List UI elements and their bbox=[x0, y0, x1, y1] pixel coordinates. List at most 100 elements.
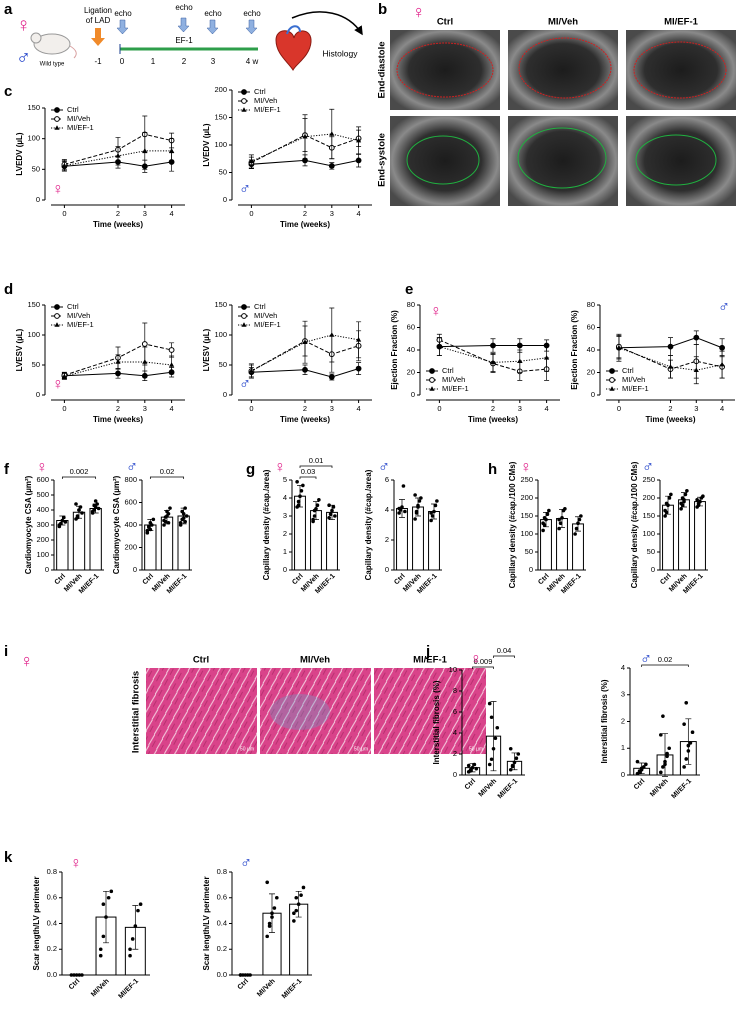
data-point bbox=[542, 516, 547, 520]
data-point bbox=[487, 762, 492, 767]
marker bbox=[490, 359, 496, 365]
marker bbox=[248, 158, 254, 164]
y-tick-label: 0 bbox=[621, 770, 625, 779]
marker bbox=[115, 370, 121, 377]
y-tick-label: 50 bbox=[32, 164, 40, 173]
y-tick-label: 400 bbox=[124, 520, 137, 529]
significance-bracket bbox=[472, 666, 494, 669]
panel-letter: k bbox=[4, 849, 13, 866]
marker bbox=[168, 347, 175, 353]
series-line bbox=[439, 345, 547, 348]
panel-letter: g bbox=[246, 461, 255, 478]
marker bbox=[667, 364, 674, 369]
x-tick-label: MI/EF-1 bbox=[118, 978, 141, 1001]
y-axis-label: Scar length/LV perimeter bbox=[32, 876, 41, 970]
y-tick-label: 0.4 bbox=[47, 918, 57, 927]
data-point bbox=[679, 501, 683, 506]
y-axis-label: LVESV (µL) bbox=[202, 328, 211, 371]
data-point bbox=[690, 730, 695, 734]
data-point bbox=[663, 508, 667, 513]
mouse-label: Wild type bbox=[40, 62, 65, 68]
data-point bbox=[541, 528, 545, 533]
y-tick-label: 200 bbox=[642, 493, 655, 502]
error-bar bbox=[269, 893, 275, 933]
ligation-label: of LAD bbox=[86, 16, 111, 25]
error-bar bbox=[59, 515, 66, 526]
y-tick-label: 4 bbox=[621, 663, 625, 672]
series-line bbox=[64, 361, 172, 377]
column-label: MI/Veh bbox=[548, 17, 578, 28]
data-point bbox=[327, 516, 331, 520]
error-bar bbox=[164, 510, 170, 525]
data-point bbox=[93, 499, 98, 503]
y-tick-label: 0 bbox=[223, 195, 227, 204]
mouse-head bbox=[30, 32, 42, 44]
data-point bbox=[397, 511, 401, 515]
data-point bbox=[688, 741, 693, 745]
data-point bbox=[90, 509, 95, 514]
legend-label: MI/EF-1 bbox=[442, 384, 469, 393]
female-symbol: ♀ bbox=[412, 2, 426, 22]
x-axis-label: Time (weeks) bbox=[468, 415, 518, 424]
data-point bbox=[128, 953, 132, 958]
data-point bbox=[489, 715, 494, 720]
p-value: 0.01 bbox=[309, 456, 324, 465]
data-point bbox=[495, 725, 500, 730]
x-tick-label: MI/EF-1 bbox=[281, 978, 304, 1001]
marker bbox=[356, 337, 362, 342]
y-tick-label: 200 bbox=[520, 493, 533, 502]
y-tick-label: 200 bbox=[214, 85, 227, 94]
legend-marker bbox=[54, 107, 60, 113]
data-point bbox=[665, 754, 669, 759]
series-line bbox=[64, 161, 172, 167]
data-point bbox=[162, 518, 166, 523]
y-tick-label: 100 bbox=[214, 140, 227, 149]
y-tick-label: 3 bbox=[283, 511, 287, 520]
bar bbox=[540, 519, 552, 571]
y-tick-label: 0 bbox=[283, 565, 287, 574]
y-tick-label: 20 bbox=[407, 367, 415, 376]
error-bar bbox=[313, 501, 319, 520]
data-point bbox=[180, 509, 184, 514]
sex-symbol: ♂ bbox=[640, 651, 652, 668]
marker bbox=[516, 342, 523, 349]
y-tick-label: 2 bbox=[621, 716, 625, 725]
y-tick-label: 50 bbox=[32, 360, 40, 369]
legend-marker bbox=[241, 98, 247, 104]
x-tick-label: 2 bbox=[116, 209, 120, 218]
data-point bbox=[315, 503, 320, 508]
x-tick-label: 4 bbox=[170, 404, 174, 413]
marker bbox=[693, 334, 700, 341]
error-bar bbox=[543, 512, 549, 528]
heart-icon bbox=[275, 30, 312, 72]
y-tick-label: 150 bbox=[214, 300, 227, 309]
y-tick-label: 0.6 bbox=[217, 893, 227, 902]
significance-bracket bbox=[61, 476, 97, 479]
echo-image bbox=[508, 30, 618, 110]
x-tick-label: 3 bbox=[330, 209, 334, 218]
sex-symbol: ♂ bbox=[642, 459, 654, 476]
sex-symbol: ♂ bbox=[718, 299, 730, 316]
y-tick-label: 200 bbox=[124, 542, 137, 551]
y-axis-label: Ejection Fraction (%) bbox=[570, 310, 579, 390]
data-point bbox=[474, 766, 479, 771]
data-point bbox=[101, 902, 106, 906]
legend-label: Ctrl bbox=[67, 105, 79, 114]
y-axis-label: Capillary density (#cap./100 CMs) bbox=[508, 461, 517, 588]
x-tick-label: 4 bbox=[170, 209, 174, 218]
data-point bbox=[682, 765, 686, 769]
y-tick-label: 0 bbox=[385, 565, 389, 574]
y-tick-label: 600 bbox=[124, 497, 137, 506]
legend-marker bbox=[241, 313, 247, 319]
data-point bbox=[401, 484, 406, 488]
series-line bbox=[251, 334, 359, 372]
heart-vessel bbox=[286, 25, 301, 35]
x-tick-label: 2 bbox=[303, 209, 307, 218]
data-point bbox=[128, 947, 132, 952]
data-point bbox=[683, 492, 688, 497]
y-tick-label: 40 bbox=[407, 345, 415, 354]
data-point bbox=[296, 503, 301, 508]
x-tick-label: 4 bbox=[545, 404, 549, 413]
series-line bbox=[439, 346, 547, 363]
marker bbox=[142, 359, 148, 364]
